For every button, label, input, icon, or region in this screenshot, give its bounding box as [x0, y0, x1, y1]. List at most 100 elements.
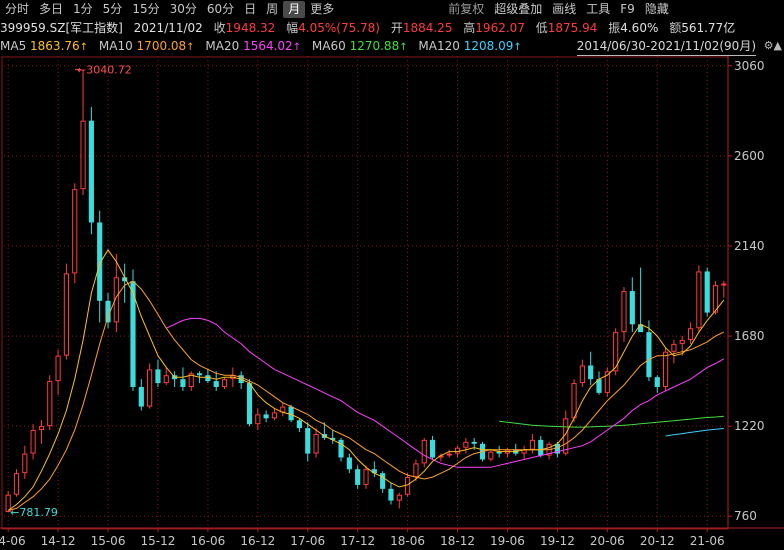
candle-body-down [122, 277, 128, 282]
period-tab-4[interactable]: 15分 [132, 2, 160, 16]
amplitude-value: 4.60% [620, 21, 659, 35]
kline-chart[interactable]: 760 1220 1680 2140 2600 3060 14-06 14-12 15-06 15… [0, 56, 784, 550]
candle-body-down [213, 381, 219, 387]
candle-body-up [488, 451, 494, 460]
quote-date: 2021/11/02 [133, 21, 203, 35]
candle-body-down [388, 488, 394, 501]
period-tab-10[interactable]: 更多 [310, 2, 335, 16]
ma120-up-arrow-icon: ↑ [513, 42, 522, 53]
candle-body-up [163, 375, 169, 384]
ma60-value: 1270.88 [349, 39, 400, 53]
period-tab-5[interactable]: 30分 [169, 2, 197, 16]
x-tick-label: 20-06 [590, 534, 625, 548]
candle-body-down [346, 457, 352, 470]
settings-icon[interactable]: ⚙ [763, 39, 774, 52]
tool-button-5[interactable]: 隐藏 [644, 2, 669, 16]
low-label: 低 [535, 21, 548, 35]
x-tick-label: 18-06 [390, 534, 425, 548]
candle-body-up [255, 414, 261, 425]
candle-body-down [130, 281, 136, 387]
x-tick-label: 16-06 [190, 534, 225, 548]
period-tab-2[interactable]: 1分 [73, 2, 93, 16]
period-tab-9[interactable]: 月 [283, 1, 306, 18]
candle-body-up [405, 477, 411, 495]
ma60-line [499, 415, 724, 428]
change-label: 幅 [286, 21, 299, 35]
candle-body-up [621, 291, 627, 333]
candle-body-up [55, 355, 61, 382]
x-tick-label: 15-12 [141, 534, 176, 548]
candle-body-up [446, 453, 452, 456]
tool-button-4[interactable]: F9 [620, 2, 635, 16]
candle-body-down [496, 451, 502, 454]
candle-body-up [604, 371, 610, 393]
candle-body-up [463, 441, 469, 448]
candle-body-up [313, 433, 319, 454]
y-tick-label: 1220 [734, 419, 765, 433]
date-range-selector[interactable]: 2014/06/30-2021/11/02(90月) [576, 37, 756, 56]
candle-body-up [521, 449, 527, 454]
candle-body-down [471, 441, 477, 444]
candle-body-down [588, 365, 594, 380]
close-label: 收 [213, 21, 226, 35]
ma60-up-arrow-icon: ↑ [399, 42, 408, 53]
y-tick-label: 760 [734, 509, 757, 523]
candle-body-up [687, 328, 694, 340]
period-tab-0[interactable]: 分时 [5, 2, 30, 16]
candle-body-up [13, 473, 20, 495]
ma20-label: MA20 [205, 39, 240, 53]
candle-body-down [196, 373, 203, 376]
x-tick-label: 14-12 [41, 534, 76, 548]
open-value: 1884.25 [402, 21, 453, 35]
period-tab-7[interactable]: 日 [244, 2, 257, 16]
range-controls: ⚙▲ [764, 37, 782, 55]
x-tick-label: 15-06 [91, 534, 126, 548]
ma120-label: MA120 [418, 39, 460, 53]
candle-body-up [454, 447, 461, 454]
candle-body-up [63, 273, 69, 356]
min-price-label: ←781.79 [10, 506, 58, 519]
ma120-line [665, 428, 724, 437]
candle-body-down [288, 406, 294, 421]
x-tick-label: 17-12 [340, 534, 375, 548]
candle-body-up [113, 277, 119, 323]
ma-legend: MA5 1863.76↑ MA10 1700.08↑ MA20 1564.02↑… [0, 37, 784, 55]
candle-body-up [72, 189, 78, 274]
period-tab-3[interactable]: 5分 [102, 2, 123, 16]
x-tick-label: 17-06 [290, 534, 325, 548]
quote-bar: 399959.SZ[军工指数] 2021/11/02 收1948.32 幅4.0… [0, 19, 784, 37]
candle-body-down [330, 437, 336, 440]
candle-body-up [663, 351, 669, 387]
candle-body-up [80, 120, 86, 190]
tool-button-1[interactable]: 超级叠加 [494, 2, 543, 16]
candle-body-down [105, 300, 111, 323]
candle-body-down [263, 414, 269, 419]
tool-button-3[interactable]: 工具 [586, 2, 611, 16]
candle-body-down [538, 439, 544, 456]
candle-body-up [38, 426, 45, 431]
x-tick-label: 16-12 [240, 534, 275, 548]
ma5-value: 1863.76 [30, 39, 80, 53]
period-tab-6[interactable]: 60分 [206, 2, 235, 16]
y-tick-label: 2140 [734, 239, 765, 253]
candle-body-up [396, 494, 402, 501]
candle-body-down [338, 439, 344, 458]
tool-button-0[interactable]: 前复权 [448, 2, 485, 16]
collapse-triangle-icon[interactable]: ▲ [773, 39, 782, 52]
candle-body-up [5, 494, 11, 512]
ma10-up-arrow-icon: ↑ [186, 42, 195, 53]
ma20-up-arrow-icon: ↑ [292, 42, 302, 53]
change-value: 4.05%(75.78) [298, 21, 380, 35]
period-tab-8[interactable]: 周 [266, 2, 279, 16]
high-label: 高 [463, 21, 476, 35]
candle-body-down [97, 222, 103, 301]
period-tab-1[interactable]: 多日 [39, 2, 64, 16]
candle-body-up [147, 369, 153, 407]
ma120-value: 1208.09 [463, 39, 514, 53]
y-tick-label: 1680 [734, 329, 765, 343]
ma5-line [7, 248, 725, 511]
max-price-label: ←3040.72 [77, 64, 132, 77]
x-tick-label: 21-06 [690, 534, 725, 548]
candle-body-up [363, 469, 369, 485]
tool-button-2[interactable]: 画线 [552, 2, 577, 16]
